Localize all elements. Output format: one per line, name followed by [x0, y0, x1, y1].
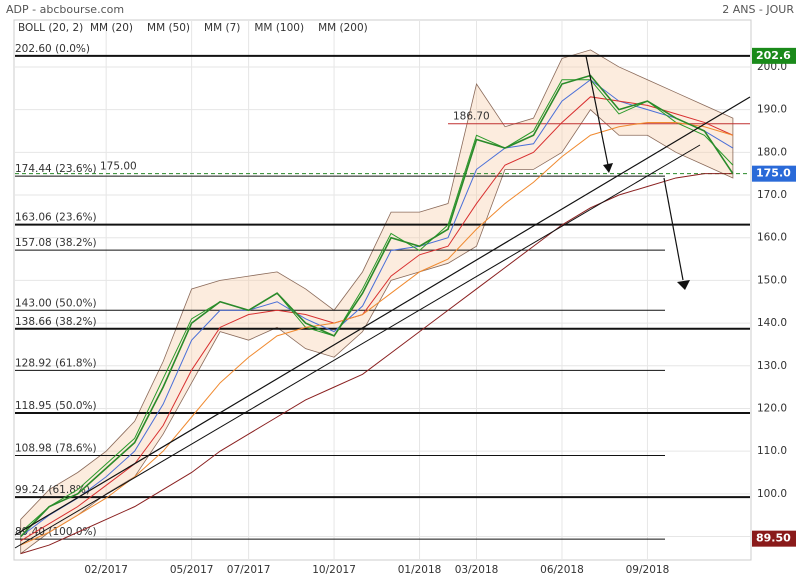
x-tick-label: 09/2018 [626, 564, 670, 576]
y-tick-label: 190.0 [757, 104, 787, 116]
price-badge [752, 47, 796, 64]
x-tick-label: 02/2017 [84, 564, 128, 576]
fib-label: 108.98 (78.6%) [15, 443, 97, 455]
legend-entry: MM (200) [318, 22, 368, 34]
y-tick-label: 100.0 [757, 488, 787, 500]
arrow [585, 55, 609, 166]
price-line [20, 74, 734, 538]
x-tick-label: 06/2018 [540, 564, 584, 576]
x-tick-label: 10/2017 [312, 564, 356, 576]
x-tick-label: 07/2017 [227, 564, 271, 576]
fib-label: 174.44 (23.6%) [15, 163, 97, 175]
x-tick-label: 05/2017 [170, 564, 214, 576]
price-mark-label: 175.00 [100, 161, 137, 173]
legend-entry: BOLL (20, 2) [18, 22, 83, 34]
y-tick-label: 170.0 [757, 189, 787, 201]
y-tick-label: 140.0 [757, 317, 787, 329]
y-tick-label: 150.0 [757, 274, 787, 286]
arrow-head [603, 163, 613, 173]
y-tick-label: 160.0 [757, 232, 787, 244]
moving-average [20, 121, 734, 546]
header-title: ADP - abcbourse.com [6, 3, 124, 16]
y-tick-label: 120.0 [757, 402, 787, 414]
price-badge [752, 530, 796, 547]
legend-entry: MM (50) [147, 22, 190, 34]
y-tick-label: 130.0 [757, 360, 787, 372]
fib-label: 157.08 (38.2%) [15, 237, 97, 249]
bollinger-band [20, 49, 734, 555]
y-tick-label: 180.0 [757, 146, 787, 158]
moving-average [20, 173, 733, 555]
price-badge-label: 89.50 [756, 532, 791, 545]
fib-label: 89.40 (100.0%) [15, 526, 97, 538]
arrow-head [677, 280, 690, 290]
y-tick-label: 200.0 [757, 61, 787, 73]
moving-average [20, 79, 734, 537]
price-mark-label: 186.70 [453, 111, 490, 123]
fib-label: 138.66 (38.2%) [15, 316, 97, 328]
trend-line [14, 96, 751, 536]
price-badge-label: 202.6 [756, 49, 791, 62]
header-period: 2 ANS - JOUR [722, 3, 794, 16]
plot-frame [13, 19, 752, 561]
moving-average [20, 79, 734, 533]
legend-entry: MM (7) [204, 22, 240, 34]
y-tick-label: 110.0 [757, 445, 787, 457]
x-tick-label: 01/2018 [398, 564, 442, 576]
fib-label: 143.00 (50.0%) [15, 297, 97, 309]
trend-line [14, 144, 701, 549]
moving-average [20, 96, 734, 542]
price-badge [752, 165, 796, 182]
fib-label: 163.06 (23.6%) [15, 212, 97, 224]
legend-entry: MM (20) [90, 22, 133, 34]
fib-label: 99.24 (61.8%) [15, 484, 90, 496]
price-badge-label: 175.0 [756, 167, 791, 180]
fib-label: 202.60 (0.0%) [15, 43, 90, 55]
x-tick-label: 03/2018 [455, 564, 499, 576]
arrow [663, 177, 684, 281]
fib-label: 118.95 (50.0%) [15, 400, 97, 412]
fib-label: 128.92 (61.8%) [15, 357, 97, 369]
legend-entry: MM (100) [254, 22, 304, 34]
